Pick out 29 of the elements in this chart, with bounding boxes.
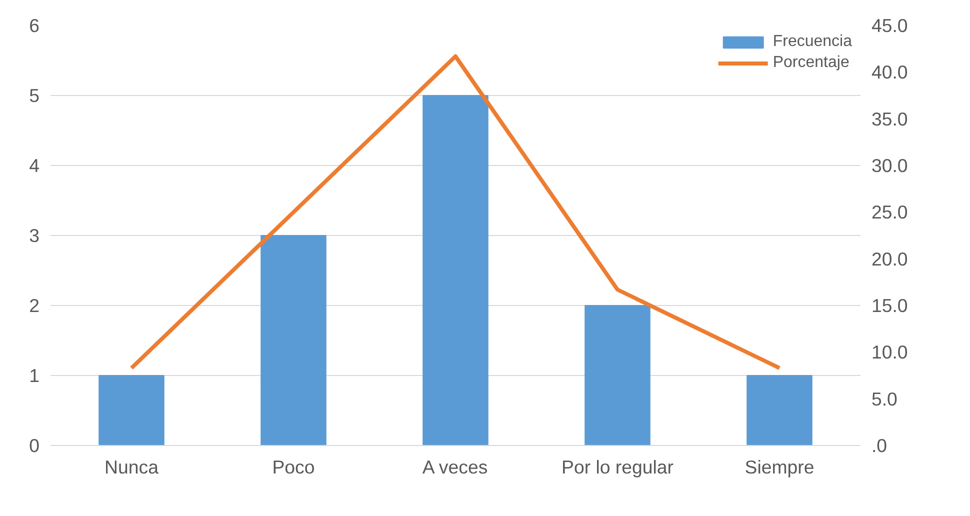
legend-label: Porcentaje <box>772 54 850 72</box>
y-tick-label: 6 <box>29 15 40 36</box>
x-tick-label: Poco <box>272 456 315 478</box>
y2-tick-label: 25.0 <box>872 202 908 223</box>
y-tick-label: 5 <box>29 85 40 106</box>
bar <box>422 95 488 446</box>
y2-tick-label: 35.0 <box>872 108 908 130</box>
bar <box>98 375 164 446</box>
y2-tick-label: 5.0 <box>872 388 898 410</box>
y-tick-label: 4 <box>29 155 40 176</box>
bar <box>746 375 812 446</box>
y2-tick-label: 10.0 <box>872 342 908 363</box>
y2-tick-label: 30.0 <box>872 155 908 176</box>
x-tick-label: Nunca <box>104 456 160 478</box>
x-tick-label: Siempre <box>744 456 814 478</box>
x-tick-label: Por lo regular <box>562 456 674 478</box>
bar <box>584 305 650 446</box>
y-tick-label: 1 <box>29 365 40 386</box>
y2-tick-label: 15.0 <box>872 295 908 316</box>
x-tick-label: A veces <box>422 456 488 478</box>
y-tick-label: 0 <box>29 435 40 456</box>
y2-tick-label: 40.0 <box>872 62 908 83</box>
y2-tick-label: 45.0 <box>872 15 908 36</box>
legend-label: Frecuencia <box>772 33 852 51</box>
y-tick-label: 3 <box>29 225 40 246</box>
bar <box>260 235 326 446</box>
y-tick-label: 2 <box>29 295 40 316</box>
y2-tick-label: 20.0 <box>872 248 908 270</box>
y2-tick-label: .0 <box>872 435 888 456</box>
